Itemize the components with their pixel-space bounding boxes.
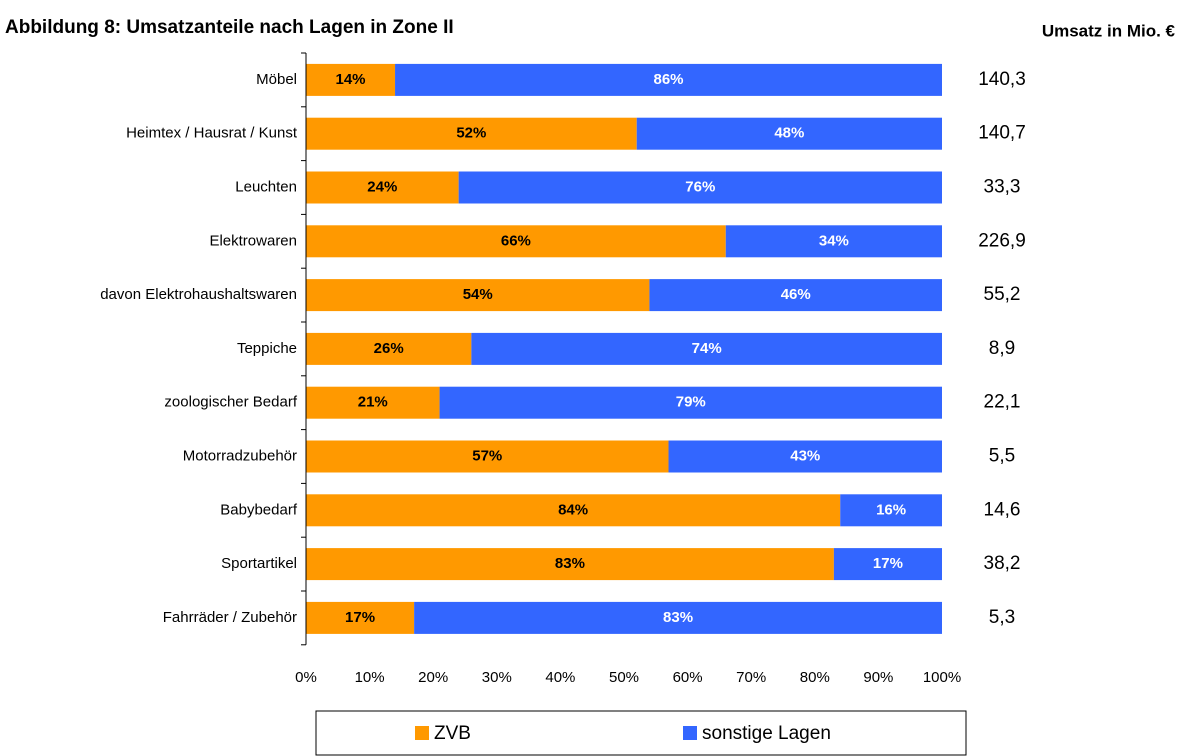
x-tick-label: 90%: [863, 669, 893, 686]
umsatz-label: 14,6: [984, 499, 1021, 520]
data-label: 17%: [345, 609, 375, 626]
umsatz-label: 5,3: [989, 607, 1015, 628]
x-tick-label: 30%: [482, 669, 512, 686]
y-tick-label: Motorradzubehör: [183, 447, 297, 464]
umsatz-title: Umsatz in Mio. €: [1042, 21, 1176, 40]
data-label: 26%: [374, 340, 404, 357]
umsatz-label: 38,2: [984, 553, 1021, 574]
data-label: 48%: [774, 125, 804, 142]
y-tick-label: Leuchten: [235, 178, 297, 195]
y-tick-label: Sportartikel: [221, 555, 297, 572]
bar-segment: [306, 548, 834, 581]
bar-segment: [306, 279, 650, 312]
x-tick-label: 80%: [800, 669, 830, 686]
bar-segment: [306, 117, 637, 150]
bar-segment: [636, 117, 942, 150]
bar-segment: [833, 548, 942, 581]
bar-segment: [668, 440, 942, 473]
x-tick-label: 100%: [923, 669, 961, 686]
y-tick-label: Heimtex / Hausrat / Kunst: [126, 125, 298, 142]
legend-swatch: [683, 726, 697, 740]
bar-segment: [306, 601, 415, 634]
x-tick-label: 0%: [295, 669, 317, 686]
y-tick-label: zoologischer Bedarf: [164, 394, 297, 411]
y-tick-label: Elektrowaren: [209, 232, 297, 249]
data-label: 14%: [336, 71, 366, 88]
bar-segment: [458, 171, 942, 204]
data-label: 57%: [472, 447, 502, 464]
legend-label: ZVB: [434, 723, 471, 744]
y-tick-label: Teppiche: [237, 340, 297, 357]
umsatz-label: 5,5: [989, 446, 1015, 467]
bar-segment: [306, 440, 669, 473]
x-tick-label: 70%: [736, 669, 766, 686]
bar-segment: [395, 63, 942, 96]
bar-segment: [649, 279, 942, 312]
umsatz-label: 140,7: [978, 123, 1026, 144]
y-tick-label: Babybedarf: [220, 501, 298, 518]
data-label: 34%: [819, 232, 849, 249]
data-label: 21%: [358, 394, 388, 411]
data-label: 46%: [781, 286, 811, 303]
bar-segment: [840, 494, 942, 527]
data-label: 43%: [790, 447, 820, 464]
umsatz-label: 140,3: [978, 69, 1026, 90]
data-label: 54%: [463, 286, 493, 303]
umsatz-label: 55,2: [984, 284, 1021, 305]
chart-title: Abbildung 8: Umsatzanteile nach Lagen in…: [5, 17, 454, 38]
bar-segment: [306, 494, 841, 527]
bar-segment: [306, 171, 459, 204]
data-label: 83%: [663, 609, 693, 626]
bar-segment: [725, 225, 942, 258]
umsatz-label: 226,9: [978, 230, 1026, 251]
umsatz-label: 8,9: [989, 338, 1015, 359]
data-label: 76%: [685, 178, 715, 195]
x-tick-label: 20%: [418, 669, 448, 686]
x-tick-label: 10%: [355, 669, 385, 686]
x-tick-label: 50%: [609, 669, 639, 686]
bar-segment: [306, 63, 396, 96]
data-label: 17%: [873, 555, 903, 572]
umsatz-label: 33,3: [984, 177, 1021, 198]
legend-box: [315, 710, 967, 756]
bar-segment: [306, 225, 726, 258]
data-label: 24%: [367, 178, 397, 195]
y-tick-label: davon Elektrohaushaltswaren: [100, 286, 297, 303]
y-tick-label: Fahrräder / Zubehör: [163, 609, 297, 626]
bar-segment: [439, 386, 942, 419]
legend-swatch: [415, 726, 429, 740]
legend-label: sonstige Lagen: [702, 723, 831, 744]
x-tick-label: 60%: [673, 669, 703, 686]
umsatz-label: 22,1: [984, 392, 1021, 413]
data-label: 86%: [654, 71, 684, 88]
data-label: 74%: [692, 340, 722, 357]
y-tick-label: Möbel: [256, 71, 297, 88]
bar-segment: [471, 332, 942, 365]
x-tick-label: 40%: [545, 669, 575, 686]
data-label: 84%: [558, 501, 588, 518]
data-label: 83%: [555, 555, 585, 572]
bar-segment: [306, 332, 472, 365]
bar-segment: [414, 601, 942, 634]
data-label: 16%: [876, 501, 906, 518]
data-label: 66%: [501, 232, 531, 249]
bar-segment: [306, 386, 440, 419]
data-label: 52%: [456, 125, 486, 142]
data-label: 79%: [676, 394, 706, 411]
